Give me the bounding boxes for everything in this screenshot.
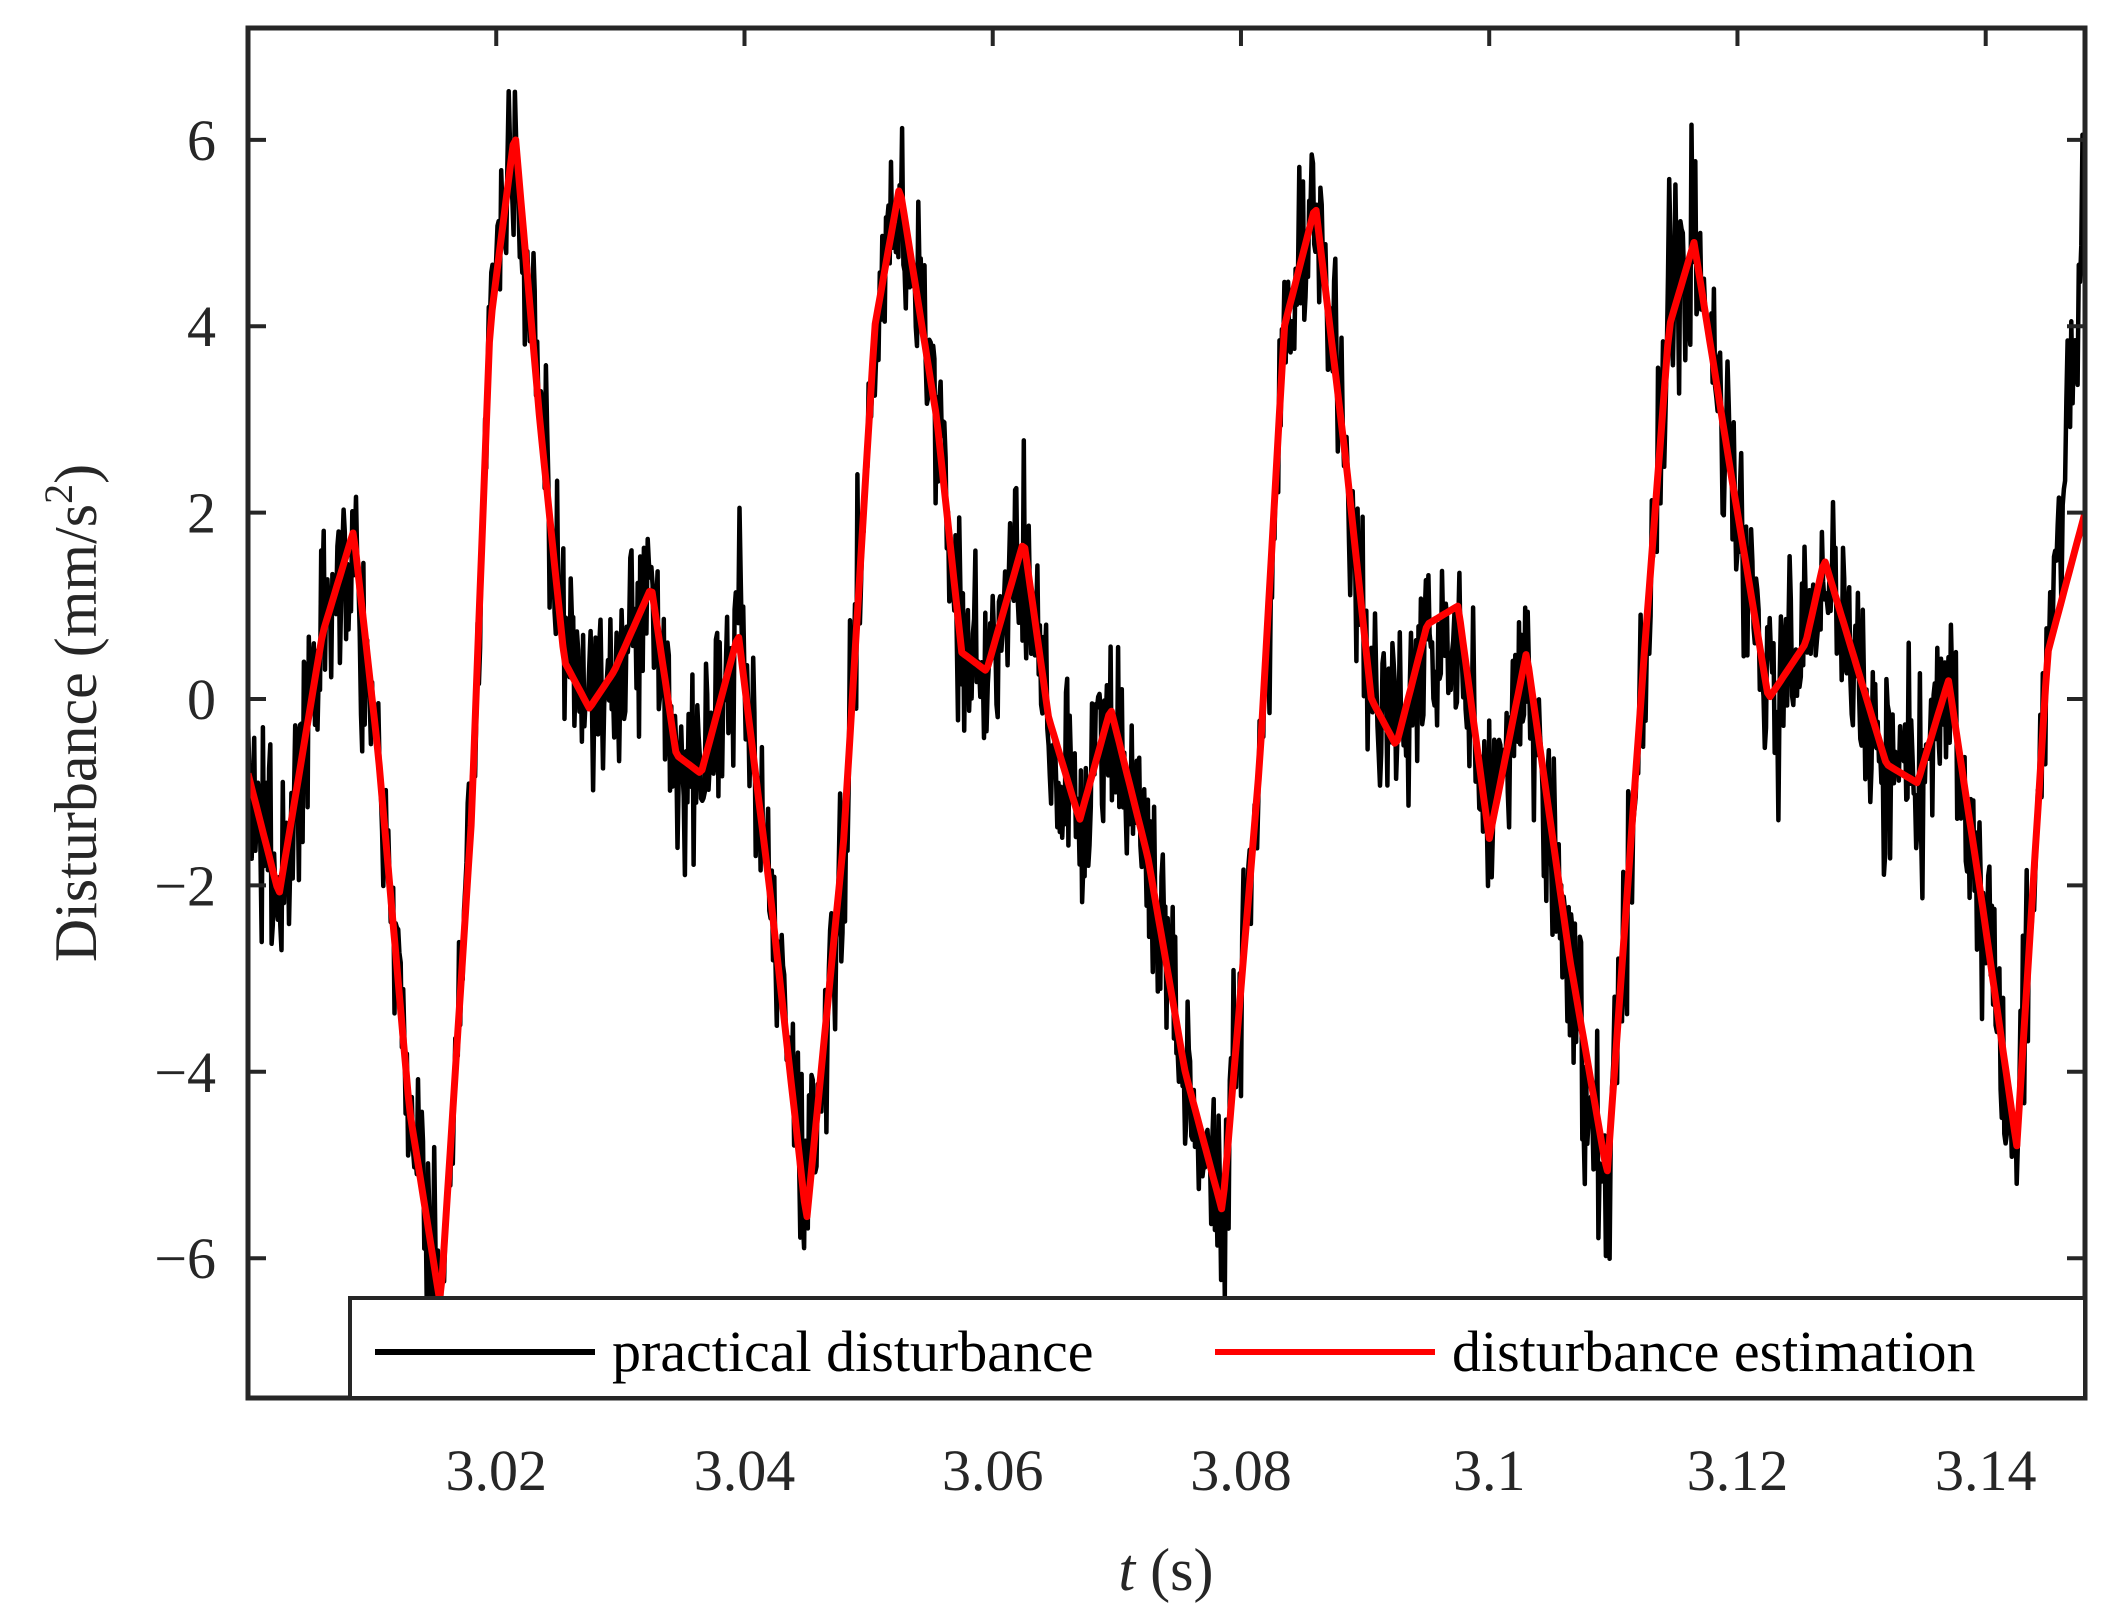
legend-label-estimation: disturbance estimation xyxy=(1452,1319,1975,1384)
y-tick-label: −4 xyxy=(154,1040,216,1105)
y-tick-label: −2 xyxy=(154,853,216,918)
y-tick-label: 2 xyxy=(187,481,216,546)
y-tick-label: 4 xyxy=(187,294,216,359)
y-tick-label: −6 xyxy=(154,1226,216,1291)
x-tick-labels: 3.02 3.04 3.06 3.08 3.1 3.12 3.14 xyxy=(445,1438,2036,1503)
y-tick-label: 0 xyxy=(187,667,216,732)
y-axis-label: Disturbance (mm/s2) xyxy=(36,464,109,962)
x-tick-label: 3.06 xyxy=(942,1438,1044,1503)
x-tick-label: 3.1 xyxy=(1453,1438,1526,1503)
x-axis-label: t (s) xyxy=(1119,1537,1214,1603)
x-axis-unit: (s) xyxy=(1150,1537,1213,1603)
y-axis-label-text: Disturbance (mm/s xyxy=(43,504,109,962)
x-tick-label: 3.12 xyxy=(1687,1438,1789,1503)
legend: practical disturbance disturbance estima… xyxy=(348,1296,2087,1400)
series-layer xyxy=(248,88,2085,1398)
x-tick-label: 3.02 xyxy=(445,1438,547,1503)
x-tick-label: 3.14 xyxy=(1935,1438,2037,1503)
y-axis-label-superscript: 2 xyxy=(36,484,81,504)
x-tick-label: 3.08 xyxy=(1190,1438,1292,1503)
x-axis-variable: t xyxy=(1119,1537,1137,1603)
y-axis-label-close: ) xyxy=(43,464,109,484)
legend-label-practical: practical disturbance xyxy=(612,1319,1093,1384)
legend-box xyxy=(348,1296,2087,1400)
x-tick-label: 3.04 xyxy=(694,1438,796,1503)
y-tick-label: 6 xyxy=(187,108,216,173)
y-tick-labels: −6 −4 −2 0 2 4 6 xyxy=(154,108,216,1291)
series-line-estimation xyxy=(248,136,2085,1304)
